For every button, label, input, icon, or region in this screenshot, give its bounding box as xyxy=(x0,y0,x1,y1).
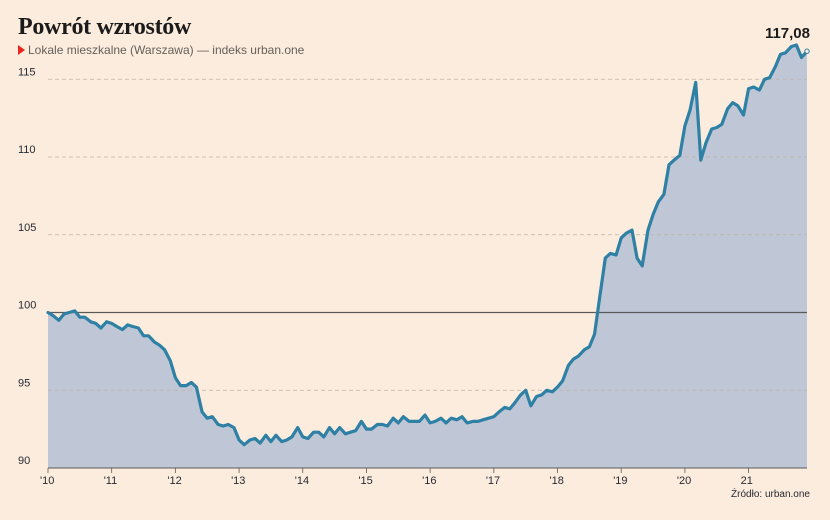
y-tick-label-95: 95 xyxy=(18,377,30,389)
x-tick-label-2019: '19 xyxy=(613,475,627,487)
y-tick-label-105: 105 xyxy=(18,222,36,234)
series-end-point xyxy=(804,48,810,54)
source-note: Źródło: urban.one xyxy=(731,489,810,500)
x-tick-label-2018: '18 xyxy=(550,475,564,487)
x-tick-label-2020: '20 xyxy=(677,475,691,487)
y-tick-label-110: 110 xyxy=(18,144,36,156)
x-tick-label-2014: '14 xyxy=(295,475,309,487)
last-value-label: 117,08 xyxy=(764,25,810,42)
subtitle-text: Lokale mieszkalne (Warszawa) — indeks ur… xyxy=(28,43,305,57)
series-line xyxy=(46,43,809,447)
y-tick-label-100: 100 xyxy=(18,300,36,312)
x-tick-label-2016: '16 xyxy=(422,475,436,487)
x-tick-label-2012: '12 xyxy=(167,475,181,487)
y-tick-label-90: 90 xyxy=(18,455,30,467)
y-tick-label-115: 115 xyxy=(18,66,36,78)
x-tick-label-2021: 21 xyxy=(741,475,753,487)
series-area xyxy=(48,45,807,468)
chart-subtitle: Lokale mieszkalne (Warszawa) — indeks ur… xyxy=(18,43,304,57)
legend-marker-icon xyxy=(18,45,25,55)
x-tick-label-2017: '17 xyxy=(486,475,500,487)
x-tick-label-2015: '15 xyxy=(358,475,372,487)
x-tick-label-2010: '10 xyxy=(40,475,54,487)
x-tick-label-2011: '11 xyxy=(104,475,118,487)
chart-title: Powrót wzrostów xyxy=(18,14,192,40)
x-tick-label-2013: '13 xyxy=(231,475,245,487)
